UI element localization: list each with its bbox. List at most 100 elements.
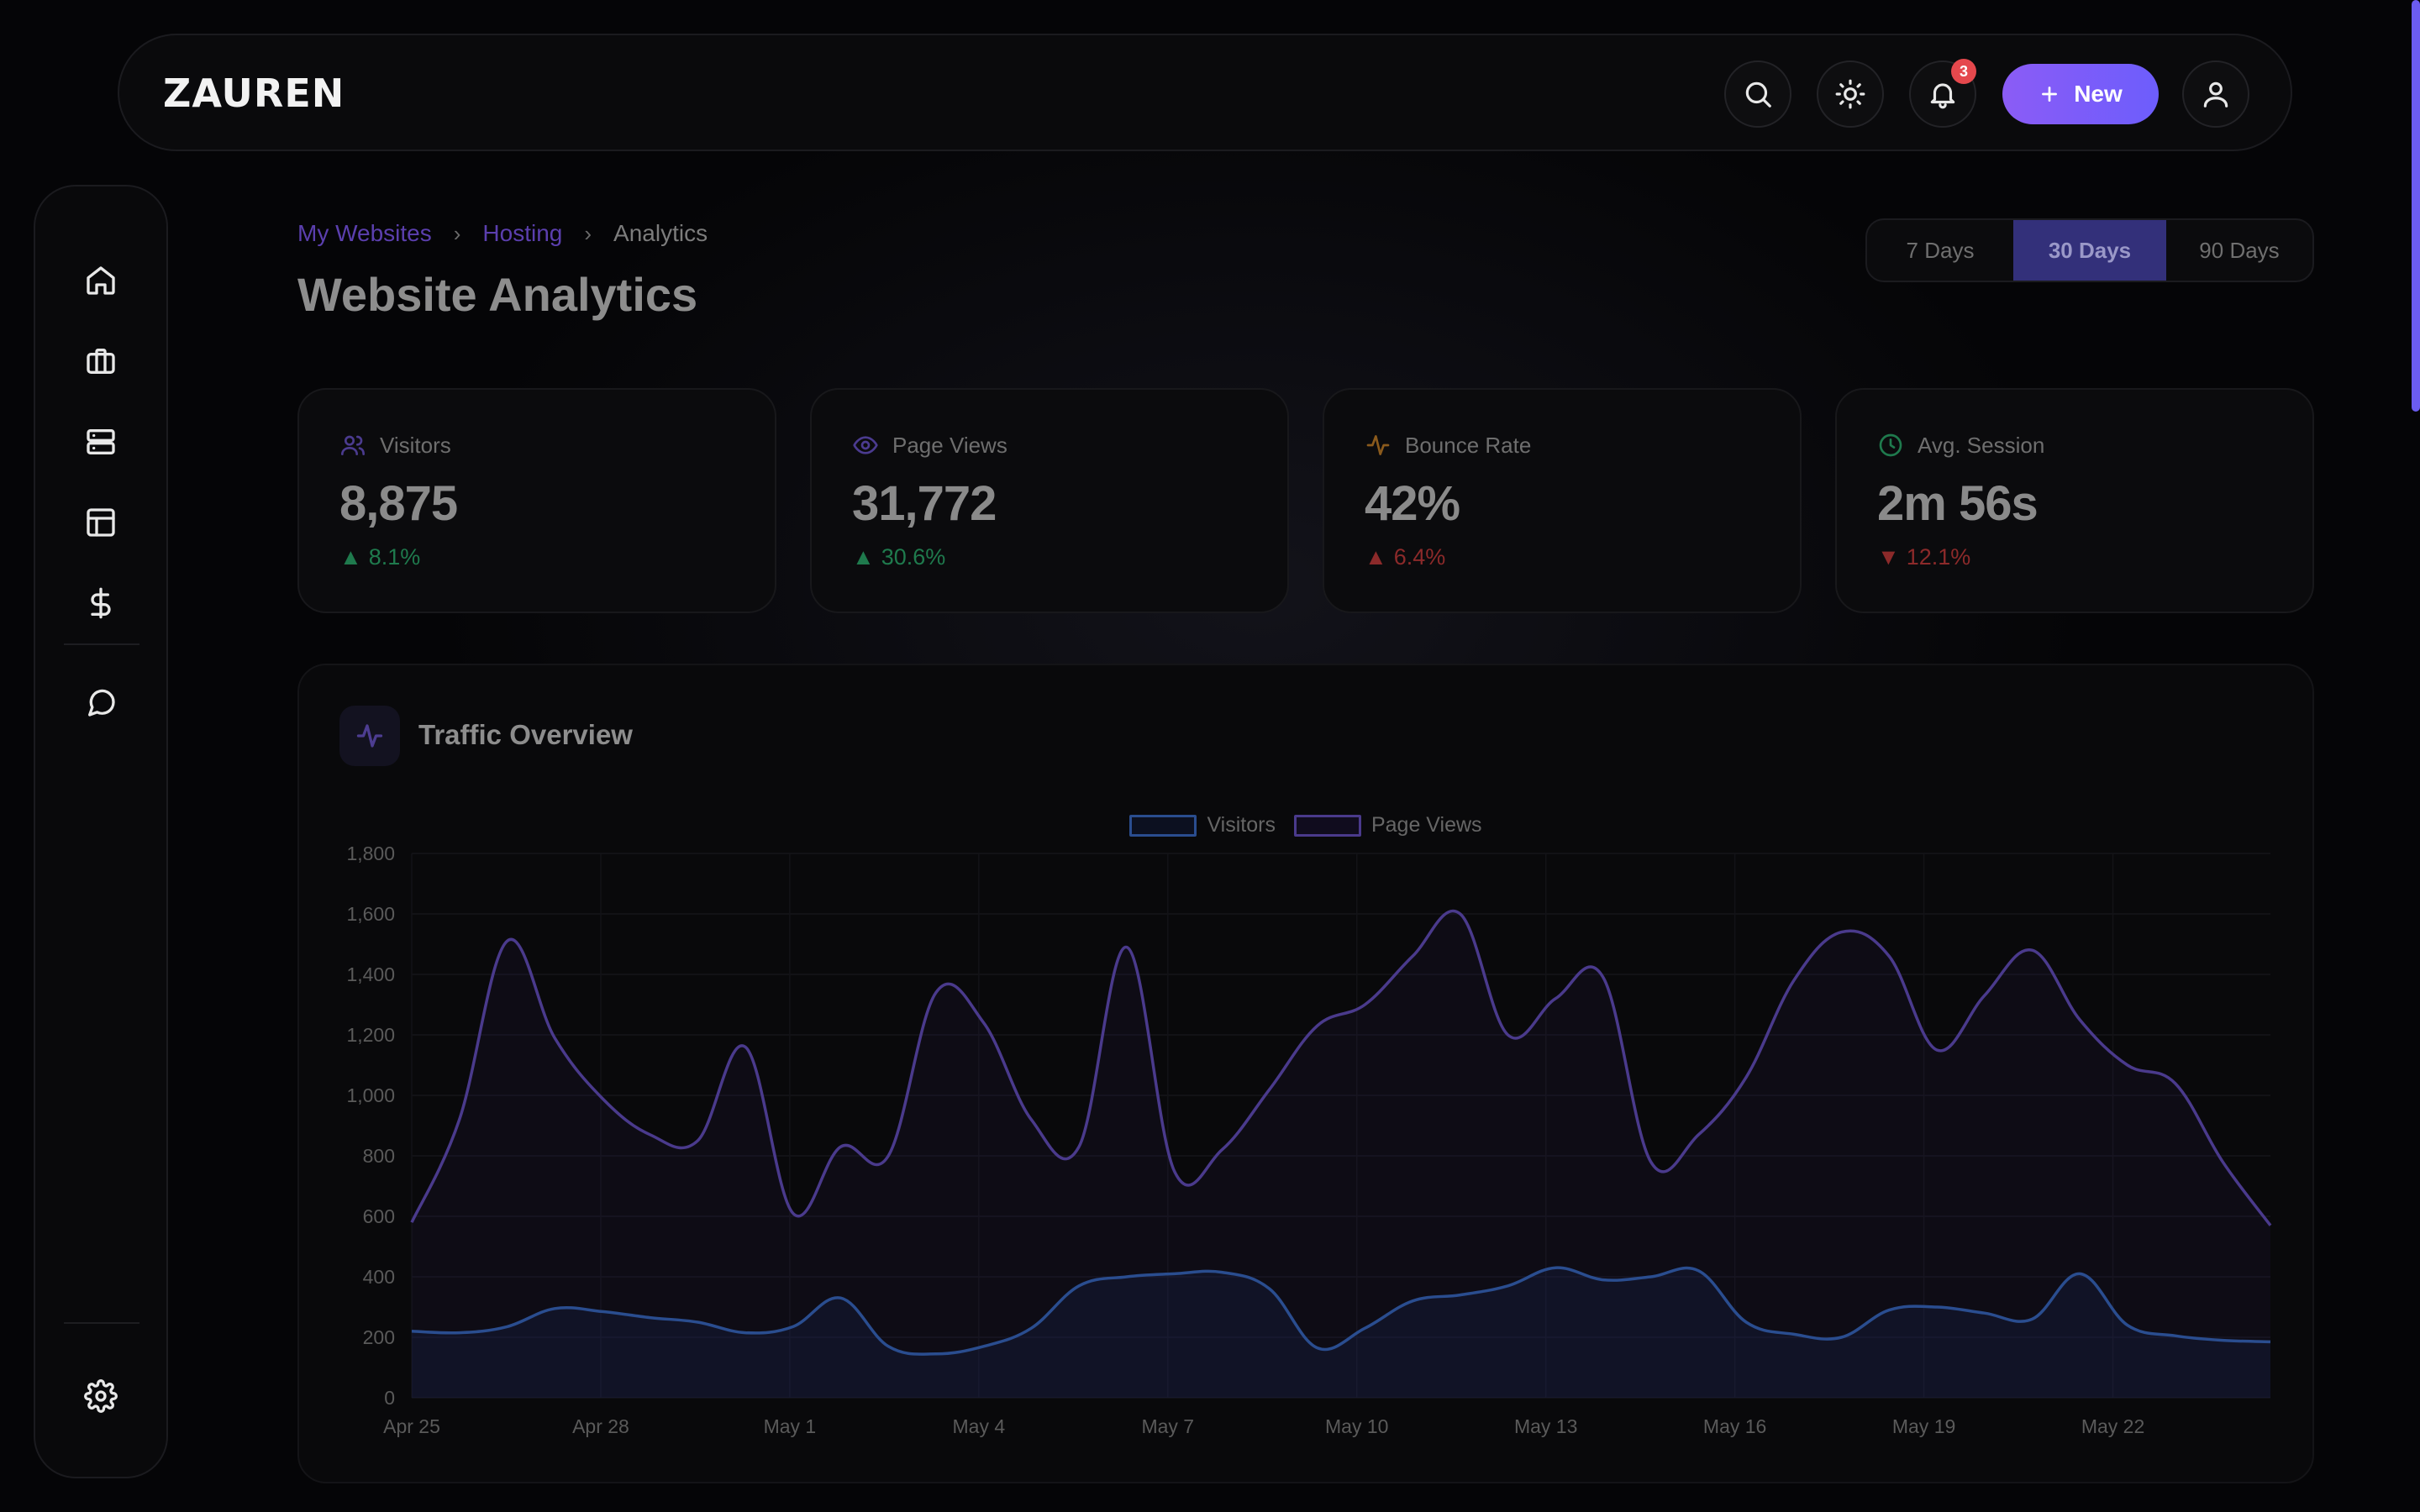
users-icon — [341, 435, 365, 455]
x-tick-label: Apr 25 — [383, 1415, 440, 1437]
y-tick-label: 1,200 — [346, 1024, 395, 1046]
search-icon — [1745, 81, 1771, 108]
x-tick-label: May 1 — [764, 1415, 817, 1437]
scrollbar[interactable] — [2412, 0, 2420, 412]
x-tick-label: Apr 28 — [572, 1415, 629, 1437]
top-bar: ZAUREN 3 New — [118, 34, 2292, 151]
sidebar-item-chat[interactable] — [69, 670, 133, 734]
x-tick-label: May 13 — [1514, 1415, 1577, 1437]
y-tick-label: 1,400 — [346, 963, 395, 985]
dollar-icon — [91, 587, 111, 619]
layout-icon — [87, 508, 115, 537]
home-icon — [87, 266, 115, 295]
notification-badge: 3 — [1951, 59, 1976, 84]
breadcrumb-hosting[interactable]: Hosting — [482, 220, 563, 246]
y-tick-label: 200 — [363, 1326, 395, 1348]
arrow-up-icon: ▲ — [339, 544, 362, 570]
sidebar-item-settings[interactable] — [69, 1364, 133, 1428]
legend-swatch-page-views — [1293, 814, 1361, 837]
sidebar-divider — [64, 643, 139, 645]
legend-item-page-views[interactable]: Page Views — [1293, 813, 1482, 837]
stat-label: Avg. Session — [1918, 432, 2045, 458]
range-30-days[interactable]: 30 Days — [2013, 220, 2166, 281]
arrow-down-icon: ▼ — [1877, 544, 1900, 570]
stat-delta: ▲ 6.4% — [1365, 544, 1445, 570]
range-7-days[interactable]: 7 Days — [1906, 237, 1975, 263]
sidebar-item-billing[interactable] — [69, 571, 133, 635]
traffic-overview-panel: Traffic Overview Visitors Page Views 0 20… — [297, 664, 2314, 1483]
stat-card-avg-session: Avg. Session 2m 56s ▼ 12.1% — [1835, 388, 2314, 613]
legend-label: Page Views — [1370, 813, 1482, 837]
search-button[interactable] — [1724, 60, 1791, 128]
stat-delta-value: 30.6% — [881, 544, 946, 570]
page-title: Website Analytics — [297, 268, 698, 321]
arrow-up-icon: ▲ — [1365, 544, 1387, 570]
breadcrumb-my-websites[interactable]: My Websites — [297, 220, 432, 246]
x-tick-label: May 19 — [1892, 1415, 1955, 1437]
y-tick-label: 600 — [363, 1205, 395, 1227]
stat-value: 2m 56s — [1877, 476, 2039, 531]
breadcrumb: My Websites › Hosting › Analytics — [297, 220, 708, 247]
stat-delta-value: 8.1% — [368, 544, 421, 570]
y-tick-label: 400 — [363, 1266, 395, 1288]
briefcase-icon — [87, 349, 115, 374]
x-tick-label: May 7 — [1141, 1415, 1194, 1437]
sidebar-item-home[interactable] — [69, 249, 133, 312]
notifications-button[interactable]: 3 — [1909, 59, 1976, 128]
date-range-selector: 7 Days 30 Days 90 Days — [1865, 218, 2314, 282]
y-tick-label: 800 — [363, 1145, 395, 1167]
legend-item-visitors[interactable]: Visitors — [1129, 813, 1276, 837]
new-button-label: New — [2074, 81, 2123, 107]
clock-icon — [1879, 433, 1902, 457]
sidebar-item-layout[interactable] — [69, 491, 133, 554]
new-button[interactable]: New — [2002, 64, 2159, 124]
x-tick-label: May 22 — [2081, 1415, 2144, 1437]
y-tick-label: 0 — [384, 1387, 395, 1409]
plus-icon — [2042, 87, 2058, 102]
bell-icon — [1930, 83, 1955, 109]
range-90-days[interactable]: 90 Days — [2199, 237, 2280, 263]
eye-icon — [853, 436, 878, 454]
arrow-up-icon: ▲ — [852, 544, 875, 570]
x-tick-label: May 16 — [1703, 1415, 1766, 1437]
breadcrumb-separator: › — [453, 220, 461, 246]
user-icon — [2203, 81, 2228, 108]
stat-card-bounce-rate: Bounce Rate 42% ▲ 6.4% — [1323, 388, 1802, 613]
profile-button[interactable] — [2182, 60, 2249, 128]
stat-delta-value: 12.1% — [1906, 544, 1971, 570]
chart-legend: Visitors Page Views — [299, 813, 2312, 837]
y-tick-label: 1,800 — [346, 843, 395, 864]
stat-delta-value: 6.4% — [1393, 544, 1446, 570]
stat-value: 31,772 — [852, 476, 997, 531]
stat-value: 8,875 — [339, 476, 458, 531]
x-tick-label: May 4 — [953, 1415, 1006, 1437]
stat-label: Page Views — [892, 432, 1007, 458]
legend-label: Visitors — [1207, 813, 1276, 837]
activity-icon — [356, 724, 383, 748]
stat-delta: ▲ 30.6% — [852, 544, 945, 570]
sidebar-item-briefcase[interactable] — [69, 329, 133, 393]
y-tick-label: 1,600 — [346, 903, 395, 925]
stat-label: Visitors — [380, 432, 451, 458]
breadcrumb-separator: › — [584, 220, 592, 246]
breadcrumb-analytics: Analytics — [613, 220, 708, 246]
sun-icon — [1835, 79, 1865, 109]
stat-label-row: Avg. Session — [1877, 432, 2044, 459]
stat-delta: ▲ 8.1% — [339, 544, 420, 570]
chat-icon — [88, 689, 115, 717]
sidebar-divider — [64, 1322, 139, 1324]
theme-toggle-button[interactable] — [1817, 60, 1884, 128]
server-icon — [87, 429, 115, 454]
logo[interactable]: ZAUREN — [163, 71, 345, 116]
stat-label-row: Visitors — [339, 432, 451, 459]
sidebar — [34, 185, 168, 1478]
gear-icon — [84, 1379, 118, 1413]
legend-swatch-visitors — [1129, 814, 1197, 837]
stat-card-page-views: Page Views 31,772 ▲ 30.6% — [810, 388, 1289, 613]
stat-delta: ▼ 12.1% — [1877, 544, 1970, 570]
panel-icon — [339, 706, 400, 766]
stat-card-visitors: Visitors 8,875 ▲ 8.1% — [297, 388, 776, 613]
sidebar-item-servers[interactable] — [69, 410, 133, 474]
stat-label-row: Bounce Rate — [1365, 432, 1531, 459]
x-tick-label: May 10 — [1325, 1415, 1388, 1437]
